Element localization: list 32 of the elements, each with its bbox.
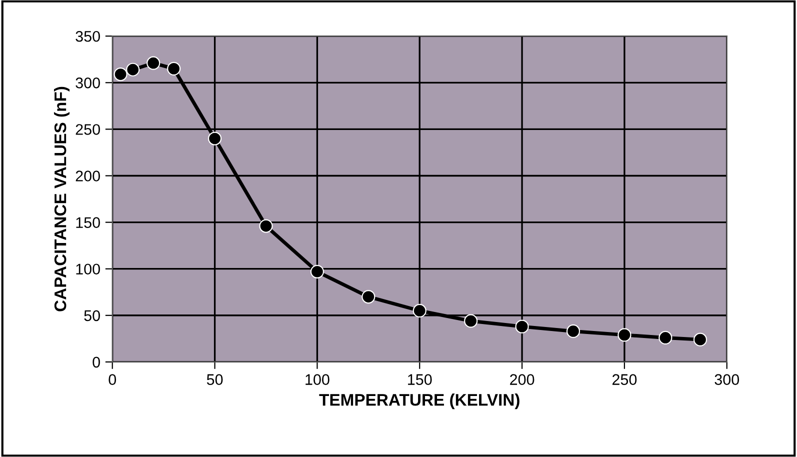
point [515, 320, 529, 334]
x-tick-label: 100 [306, 374, 330, 385]
y-tick-label: 150 [76, 217, 100, 228]
y-tick-label: 350 [76, 30, 100, 42]
y-tick-label: 0 [92, 356, 100, 368]
point [566, 324, 580, 338]
x-tick-label: 150 [408, 374, 432, 385]
point [310, 264, 324, 278]
point [464, 314, 478, 328]
y-tick-label: 300 [76, 78, 100, 88]
point [259, 219, 273, 233]
y-tick-label: 250 [76, 124, 100, 135]
x-axis-title: TEMPERATURE (KELVIN) [319, 394, 520, 410]
point [114, 67, 128, 82]
point [693, 332, 708, 346]
point [412, 304, 426, 318]
point [146, 56, 160, 70]
point [167, 62, 181, 76]
point [208, 132, 222, 146]
y-axis-title: CAPACITANCE VALUES (nF) [54, 86, 70, 312]
point [618, 328, 632, 342]
x-tick-label: 50 [206, 374, 223, 385]
y-tick-label: 200 [76, 170, 100, 182]
point [126, 62, 140, 76]
point [362, 290, 376, 304]
x-tick-label: 0 [108, 374, 116, 385]
y-tick-label: 50 [84, 310, 100, 322]
point [658, 330, 672, 345]
x-tick-label: 200 [510, 374, 534, 385]
x-tick-label: 250 [612, 374, 637, 385]
x-tick-label: 300 [714, 374, 740, 385]
y-tick-label: 100 [76, 264, 100, 275]
